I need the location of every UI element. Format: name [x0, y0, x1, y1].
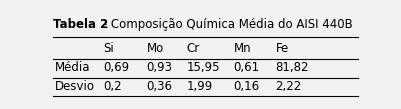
Text: 1,99: 1,99	[187, 80, 213, 93]
Text: 0,61: 0,61	[233, 61, 259, 74]
Text: 0,36: 0,36	[146, 80, 172, 93]
Text: Cr: Cr	[187, 42, 200, 55]
Text: 0,16: 0,16	[233, 80, 259, 93]
Text: 15,95: 15,95	[187, 61, 221, 74]
Text: 81,82: 81,82	[275, 61, 309, 74]
Text: Si: Si	[103, 42, 114, 55]
Text: Fe: Fe	[275, 42, 289, 55]
Text: Tabela 2: Tabela 2	[53, 18, 109, 31]
Text: Desvio: Desvio	[55, 80, 95, 93]
Text: Média: Média	[55, 61, 90, 74]
Text: Mn: Mn	[233, 42, 251, 55]
Text: 2,22: 2,22	[275, 80, 302, 93]
Text: 0,69: 0,69	[103, 61, 129, 74]
Text: Mo: Mo	[146, 42, 164, 55]
Text: 0,93: 0,93	[146, 61, 172, 74]
Text: - Composição Química Média do AISI 440B: - Composição Química Média do AISI 440B	[99, 18, 353, 31]
Text: 0,2: 0,2	[103, 80, 122, 93]
